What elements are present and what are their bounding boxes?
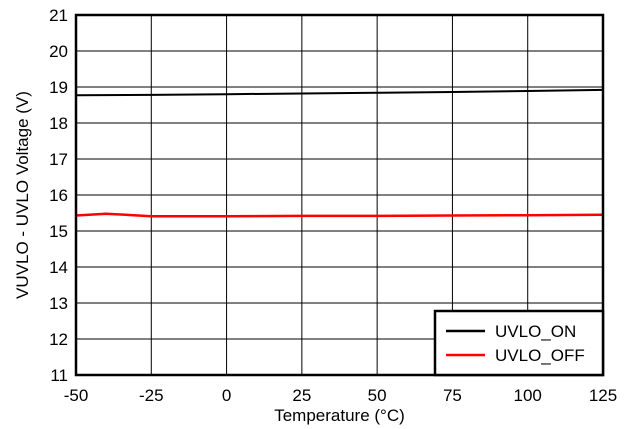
y-tick-label: 18	[49, 114, 68, 133]
y-tick-label: 17	[49, 150, 68, 169]
y-tick-label: 20	[49, 42, 68, 61]
y-tick-label: 15	[49, 222, 68, 241]
x-tick-label: 0	[222, 386, 231, 405]
y-tick-labels: 11 12 13 14 15 16 17 18 19 20 21	[49, 6, 68, 385]
y-tick-label: 13	[49, 294, 68, 313]
series-line-uvlo-off	[75, 212, 604, 218]
y-tick-label: 11	[50, 366, 68, 385]
y-tick-label: 16	[49, 186, 68, 205]
legend-label-uvlo-on: UVLO_ON	[495, 322, 576, 341]
plot-frame	[74, 13, 605, 377]
y-tick-label: 14	[49, 258, 68, 277]
y-axis-title: VUVLO - UVLO Voltage (V)	[13, 91, 32, 299]
y-tick-label: 19	[49, 78, 68, 97]
x-tick-label: 75	[443, 386, 462, 405]
x-tick-label: 100	[514, 386, 542, 405]
x-tick-label: 25	[292, 386, 311, 405]
x-tick-label: -50	[64, 386, 89, 405]
x-axis-title: Temperature (°C)	[274, 406, 405, 425]
grid	[75, 14, 604, 376]
x-tick-label: -25	[139, 386, 164, 405]
legend-label-uvlo-off: UVLO_OFF	[495, 346, 585, 365]
legend-box	[433, 309, 605, 377]
x-tick-labels: -50 -25 0 25 50 75 100 125	[64, 386, 617, 405]
series-line-uvlo-on	[75, 88, 604, 97]
x-tick-label: 50	[368, 386, 387, 405]
y-tick-label: 21	[49, 6, 68, 25]
series-lines	[75, 88, 604, 218]
legend: UVLO_ON UVLO_OFF	[433, 309, 605, 377]
y-tick-label: 12	[49, 330, 68, 349]
x-tick-label: 125	[589, 386, 617, 405]
